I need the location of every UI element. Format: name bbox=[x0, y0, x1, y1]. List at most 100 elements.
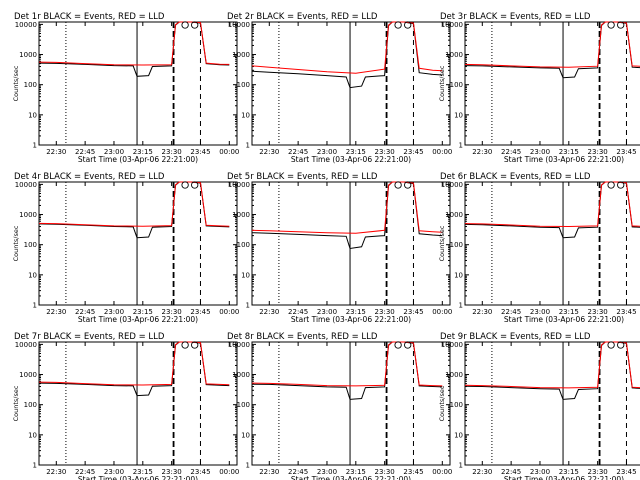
y-tick-label: 100 bbox=[450, 401, 463, 409]
saturation-marker bbox=[191, 181, 199, 189]
x-tick-label: 23:15 bbox=[133, 468, 153, 476]
saturation-marker bbox=[617, 181, 625, 189]
x-tick-label: 00:00 bbox=[219, 148, 239, 156]
x-tick-label: 23:00 bbox=[317, 308, 337, 316]
panel-title: Det 9r BLACK = Events, RED = LLD bbox=[440, 332, 591, 342]
x-tick-label: 23:15 bbox=[559, 308, 579, 316]
y-axis-label: Counts/sec bbox=[438, 65, 446, 101]
x-tick-label: 23:45 bbox=[616, 468, 636, 476]
panel-title: Det 3r BLACK = Events, RED = LLD bbox=[440, 12, 591, 22]
plot-frame bbox=[251, 341, 451, 466]
y-tick-label: 1 bbox=[459, 462, 463, 470]
saturation-marker bbox=[607, 341, 615, 349]
plot-frame bbox=[251, 181, 451, 306]
x-tick-label: 22:45 bbox=[75, 468, 95, 476]
x-tick-label: 23:30 bbox=[588, 148, 608, 156]
detector-panel: Det 7r BLACK = Events, RED = LLD 1 10 100 10… bbox=[12, 332, 239, 480]
x-tick-label: 22:30 bbox=[472, 468, 492, 476]
y-tick-label: 10 bbox=[28, 111, 37, 119]
lld-series-line bbox=[464, 181, 640, 228]
saturation-marker bbox=[617, 341, 625, 349]
x-tick-label: 23:00 bbox=[104, 468, 124, 476]
saturation-marker bbox=[404, 341, 412, 349]
y-tick-label: 1 bbox=[459, 142, 463, 150]
x-axis-label: Start Time (03-Apr-06 22:21:00) bbox=[78, 155, 198, 164]
y-tick-label: 100 bbox=[24, 401, 37, 409]
saturation-marker bbox=[394, 181, 402, 189]
y-tick-label: 100 bbox=[450, 241, 463, 249]
x-tick-label: 22:45 bbox=[288, 308, 308, 316]
x-tick-label: 23:15 bbox=[133, 308, 153, 316]
x-tick-label: 22:30 bbox=[46, 468, 66, 476]
y-tick-label: 1 bbox=[246, 462, 250, 470]
y-tick-label: 10 bbox=[454, 111, 463, 119]
lld-series-line bbox=[251, 21, 443, 74]
panel-title: Det 4r BLACK = Events, RED = LLD bbox=[14, 172, 165, 182]
lld-series-line bbox=[38, 21, 230, 66]
x-axis-label: Start Time (03-Apr-06 22:21:00) bbox=[291, 315, 411, 324]
saturation-marker bbox=[181, 181, 189, 189]
x-tick-label: 23:15 bbox=[346, 468, 366, 476]
y-tick-label: 1000 bbox=[19, 371, 37, 379]
saturation-marker bbox=[607, 21, 615, 29]
x-tick-label: 23:45 bbox=[616, 148, 636, 156]
saturation-marker bbox=[607, 181, 615, 189]
y-tick-label: 1 bbox=[246, 302, 250, 310]
x-tick-label: 23:30 bbox=[162, 148, 182, 156]
x-tick-label: 23:30 bbox=[588, 308, 608, 316]
panel-title: Det 8r BLACK = Events, RED = LLD bbox=[227, 332, 378, 342]
y-tick-label: 1000 bbox=[445, 51, 463, 59]
saturation-marker bbox=[181, 21, 189, 29]
panel-title: Det 7r BLACK = Events, RED = LLD bbox=[14, 332, 165, 342]
x-tick-label: 22:30 bbox=[46, 148, 66, 156]
x-tick-label: 22:45 bbox=[288, 468, 308, 476]
panel-title: Det 6r BLACK = Events, RED = LLD bbox=[440, 172, 591, 182]
saturation-marker bbox=[181, 341, 189, 349]
x-tick-label: 22:45 bbox=[501, 468, 521, 476]
detector-panel: Det 9r BLACK = Events, RED = LLD 1 10 100 10… bbox=[438, 332, 640, 480]
plot-frame bbox=[38, 341, 238, 466]
x-axis-label: Start Time (03-Apr-06 22:21:00) bbox=[504, 155, 624, 164]
y-tick-label: 100 bbox=[237, 241, 250, 249]
x-axis-label: Start Time (03-Apr-06 22:21:00) bbox=[291, 155, 411, 164]
y-tick-label: 10 bbox=[241, 111, 250, 119]
y-tick-label: 10000 bbox=[15, 181, 37, 189]
y-tick-label: 100 bbox=[237, 401, 250, 409]
x-tick-label: 23:45 bbox=[190, 148, 210, 156]
x-tick-label: 22:30 bbox=[259, 148, 279, 156]
panel-title: Det 2r BLACK = Events, RED = LLD bbox=[227, 12, 378, 22]
lld-series-line bbox=[251, 181, 443, 234]
x-axis-label: Start Time (03-Apr-06 22:21:00) bbox=[504, 475, 624, 480]
saturation-marker bbox=[617, 21, 625, 29]
saturation-marker bbox=[394, 21, 402, 29]
plot-frame bbox=[38, 181, 238, 306]
y-tick-label: 1 bbox=[33, 462, 37, 470]
y-tick-label: 10000 bbox=[228, 21, 250, 29]
x-tick-label: 23:00 bbox=[530, 468, 550, 476]
x-axis-label: Start Time (03-Apr-06 22:21:00) bbox=[78, 475, 198, 480]
y-tick-label: 100 bbox=[24, 81, 37, 89]
y-tick-label: 10 bbox=[454, 271, 463, 279]
x-tick-label: 23:15 bbox=[133, 148, 153, 156]
events-series-line bbox=[464, 181, 640, 239]
x-tick-label: 23:45 bbox=[403, 308, 423, 316]
detector-panel: Det 8r BLACK = Events, RED = LLD 1 10 100 10… bbox=[227, 332, 452, 480]
x-tick-label: 23:45 bbox=[403, 468, 423, 476]
x-tick-label: 23:00 bbox=[530, 308, 550, 316]
plot-frame bbox=[464, 21, 640, 146]
x-tick-label: 23:30 bbox=[375, 148, 395, 156]
x-tick-label: 00:00 bbox=[432, 148, 452, 156]
lld-series-line bbox=[38, 181, 230, 227]
y-axis-label: Counts/sec bbox=[12, 65, 20, 101]
y-tick-label: 10000 bbox=[228, 181, 250, 189]
y-tick-label: 1000 bbox=[19, 51, 37, 59]
y-tick-label: 1 bbox=[33, 142, 37, 150]
y-tick-label: 1000 bbox=[445, 211, 463, 219]
x-tick-label: 22:45 bbox=[75, 148, 95, 156]
x-axis-label: Start Time (03-Apr-06 22:21:00) bbox=[504, 315, 624, 324]
x-tick-label: 23:15 bbox=[559, 148, 579, 156]
x-tick-label: 22:30 bbox=[259, 468, 279, 476]
x-tick-label: 22:30 bbox=[472, 148, 492, 156]
saturation-marker bbox=[191, 341, 199, 349]
